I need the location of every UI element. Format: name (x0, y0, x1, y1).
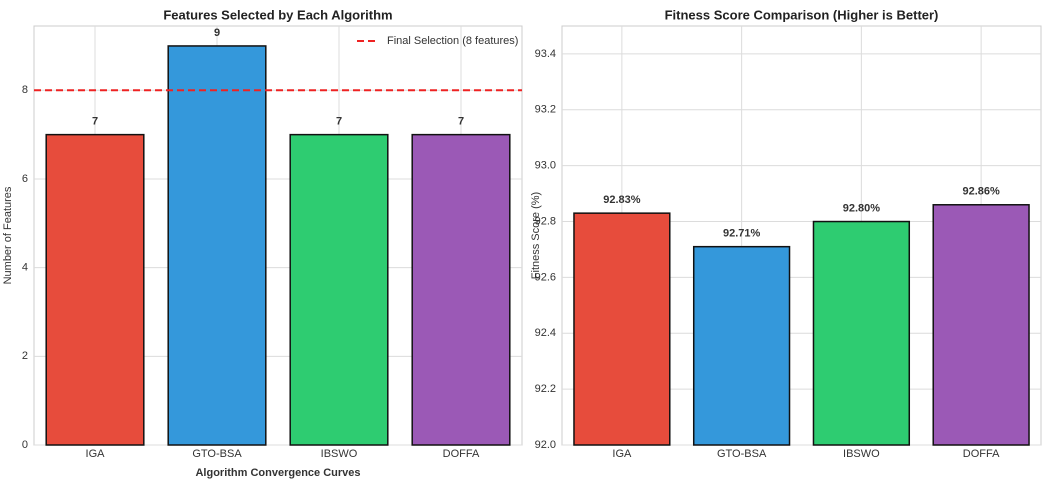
data-label: 9 (214, 27, 220, 39)
x-tick-label: IBSWO (843, 448, 880, 460)
y-tick-label: 93.4 (535, 48, 556, 60)
y-axis-label: Fitness Score (%) (530, 192, 542, 279)
bar (573, 212, 671, 446)
legend-label: Final Selection (8 features) (387, 35, 518, 47)
bar (812, 220, 911, 446)
x-axis-label: Algorithm Convergence Curves (195, 467, 360, 479)
chart-title: Fitness Score Comparison (Higher is Bett… (665, 7, 939, 22)
y-tick-label: 92.0 (535, 439, 556, 451)
y-tick-label: 8 (22, 84, 28, 96)
data-label: 92.83% (603, 194, 641, 206)
y-tick-label: 92.2 (535, 383, 556, 395)
y-axis-label: Number of Features (2, 186, 14, 284)
data-label: 92.80% (843, 202, 881, 214)
x-tick-label: GTO-BSA (717, 448, 767, 460)
data-label: 92.71% (723, 228, 761, 240)
x-tick-label: DOFFA (963, 448, 1000, 460)
y-tick-label: 92.6 (535, 271, 556, 283)
bar (411, 133, 511, 446)
y-tick-label: 92.8 (535, 215, 556, 227)
data-label: 7 (458, 116, 464, 128)
x-tick-label: IGA (612, 448, 632, 460)
x-tick-label: IBSWO (321, 448, 358, 460)
y-tick-label: 0 (22, 439, 28, 451)
bar (45, 133, 145, 446)
bar (167, 45, 267, 446)
y-tick-label: 6 (22, 173, 28, 185)
x-tick-label: GTO-BSA (192, 448, 242, 460)
y-tick-label: 93.0 (535, 160, 556, 172)
x-tick-label: DOFFA (443, 448, 480, 460)
chart-title: Features Selected by Each Algorithm (163, 7, 392, 22)
data-label: 92.86% (962, 186, 1000, 198)
y-tick-label: 93.2 (535, 104, 556, 116)
data-label: 7 (92, 116, 98, 128)
bar (932, 204, 1030, 446)
bar (289, 133, 389, 446)
bar (692, 245, 791, 446)
x-tick-label: IGA (86, 448, 106, 460)
y-tick-label: 2 (22, 350, 28, 362)
y-tick-label: 4 (22, 262, 28, 274)
y-tick-label: 92.4 (535, 327, 556, 339)
data-label: 7 (336, 116, 342, 128)
